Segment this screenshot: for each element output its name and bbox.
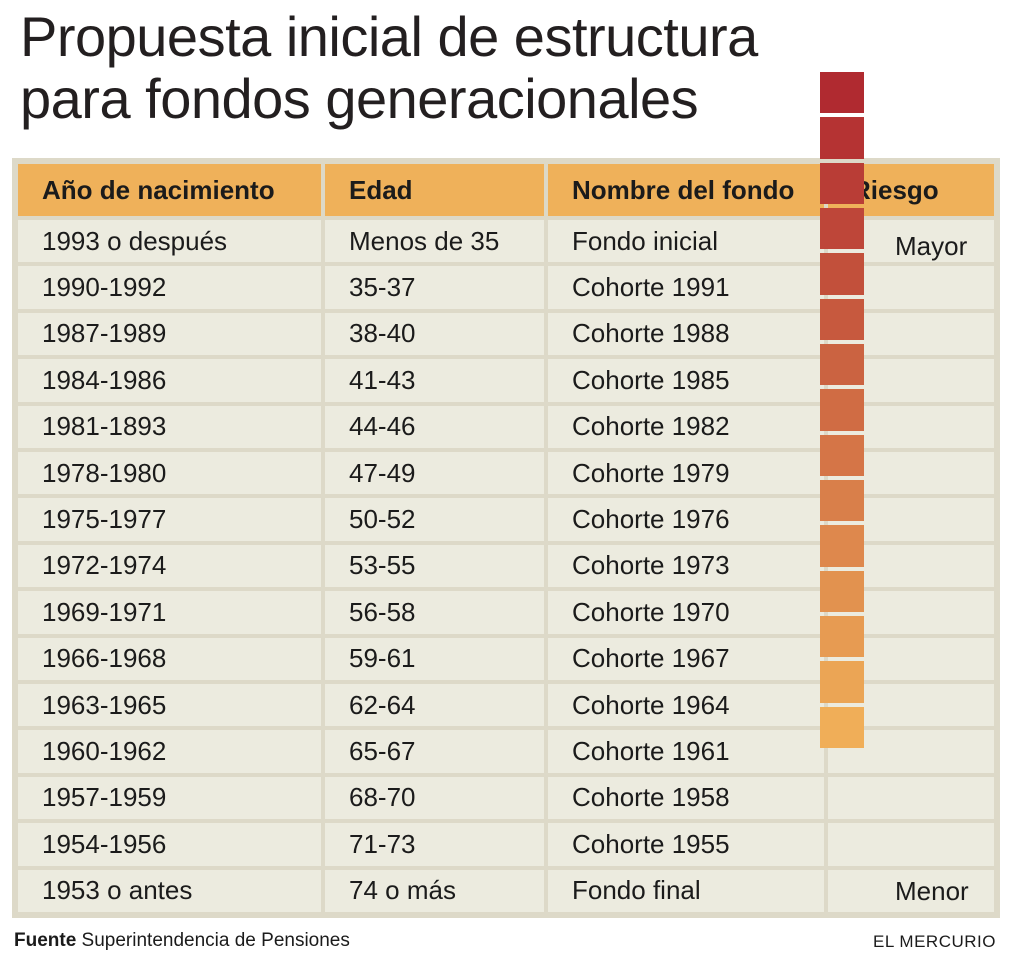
risk-level-segment: [820, 117, 864, 159]
risk-level-segment: [820, 162, 864, 204]
fund-name-cell: Cohorte 1961: [548, 730, 824, 773]
column-header-age: Edad: [325, 164, 544, 216]
birth-year-cell: 1981-1893: [18, 405, 321, 448]
age-cell: 44-46: [325, 405, 544, 448]
risk-level-segment: [820, 344, 864, 386]
birth-year-cell: 1966-1968: [18, 637, 321, 680]
fund-name-cell: Cohorte 1955: [548, 823, 824, 866]
title-line-1: Propuesta inicial de estructura: [20, 5, 758, 68]
birth-year-cell: 1978-1980: [18, 452, 321, 495]
risk-level-segment: [820, 72, 864, 114]
risk-cell: [828, 869, 994, 912]
fund-name-cell: Cohorte 1976: [548, 498, 824, 541]
age-cell: 74 o más: [325, 869, 544, 912]
fund-name-cell: Cohorte 1979: [548, 452, 824, 495]
age-cell: 38-40: [325, 312, 544, 356]
column-header-fund-name: Nombre del fondo: [548, 164, 824, 216]
source-note: Fuente Superintendencia de Pensiones: [14, 930, 350, 952]
age-cell: 65-67: [325, 730, 544, 773]
risk-low-label: Menor: [895, 876, 969, 906]
birth-year-cell: 1975-1977: [18, 498, 321, 541]
risk-level-segment: [820, 525, 864, 567]
birth-year-cell: 1990-1992: [18, 266, 321, 309]
birth-year-cell: 1963-1965: [18, 684, 321, 727]
birth-year-cell: 1993 o después: [18, 220, 321, 263]
age-cell: 47-49: [325, 452, 544, 495]
fund-name-cell: Cohorte 1958: [548, 776, 824, 820]
risk-gradient-bar: [820, 70, 864, 750]
title-line-2: para fondos generacionales: [20, 67, 699, 130]
birth-year-cell: 1972-1974: [18, 544, 321, 588]
column-header-birth-year: Año de nacimiento: [18, 164, 321, 216]
fund-name-cell: Cohorte 1973: [548, 544, 824, 588]
risk-level-segment: [820, 570, 864, 612]
risk-level-segment: [820, 480, 864, 522]
fund-name-cell: Fondo final: [548, 869, 824, 912]
page-title: Propuesta inicial de estructura para fon…: [20, 6, 1010, 130]
age-cell: 53-55: [325, 544, 544, 588]
age-cell: 71-73: [325, 823, 544, 866]
birth-year-cell: 1969-1971: [18, 591, 321, 634]
risk-level-segment: [820, 434, 864, 476]
source-prefix: Fuente: [14, 930, 77, 951]
birth-year-cell: 1984-1986: [18, 359, 321, 402]
birth-year-cell: 1960-1962: [18, 730, 321, 773]
age-cell: Menos de 35: [325, 220, 544, 263]
risk-level-segment: [820, 298, 864, 340]
age-cell: 59-61: [325, 637, 544, 680]
risk-level-segment: [820, 208, 864, 250]
fund-name-cell: Fondo inicial: [548, 220, 824, 263]
source-text: Superintendencia de Pensiones: [76, 930, 350, 951]
fund-name-cell: Cohorte 1988: [548, 312, 824, 356]
birth-year-cell: 1957-1959: [18, 776, 321, 820]
birth-year-cell: 1953 o antes: [18, 869, 321, 912]
birth-year-cell: 1987-1989: [18, 312, 321, 356]
risk-level-segment: [820, 253, 864, 295]
risk-level-segment: [820, 389, 864, 431]
age-cell: 56-58: [325, 591, 544, 634]
risk-cell: [828, 776, 994, 820]
fund-name-cell: Cohorte 1970: [548, 591, 824, 634]
age-cell: 35-37: [325, 266, 544, 309]
risk-level-segment: [820, 706, 864, 748]
risk-level-segment: [820, 661, 864, 703]
age-cell: 62-64: [325, 684, 544, 727]
risk-level-segment: [820, 616, 864, 658]
risk-high-label: Mayor: [895, 231, 968, 261]
risk-cell: [828, 823, 994, 866]
age-cell: 68-70: [325, 776, 544, 820]
fund-name-cell: Cohorte 1991: [548, 266, 824, 309]
fund-name-cell: Cohorte 1985: [548, 359, 824, 402]
fund-name-cell: Cohorte 1982: [548, 405, 824, 448]
publisher-brand: EL MERCURIO: [873, 932, 996, 951]
fund-name-cell: Cohorte 1964: [548, 684, 824, 727]
age-cell: 50-52: [325, 498, 544, 541]
fund-name-cell: Cohorte 1967: [548, 637, 824, 680]
age-cell: 41-43: [325, 359, 544, 402]
birth-year-cell: 1954-1956: [18, 823, 321, 866]
